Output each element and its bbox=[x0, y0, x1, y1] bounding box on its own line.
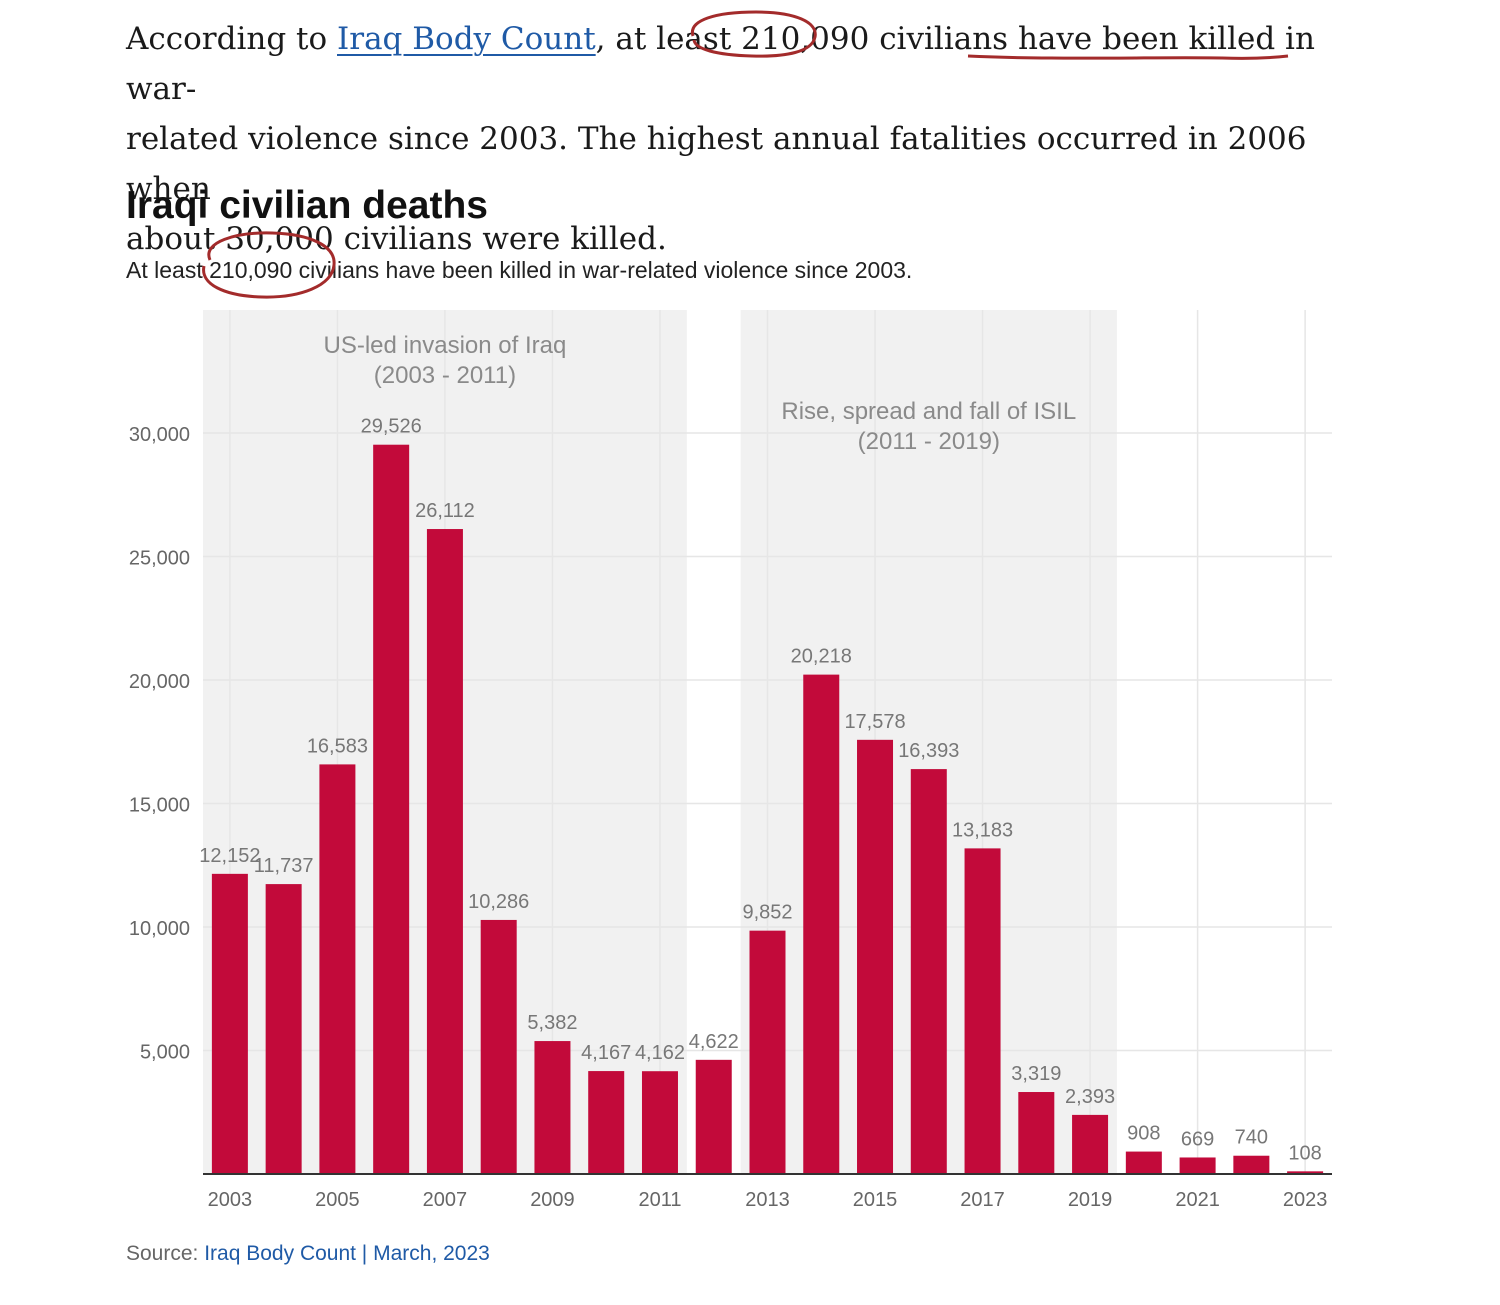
data-label-2020: 908 bbox=[1127, 1123, 1160, 1145]
bar-2006 bbox=[373, 444, 410, 1175]
bar-2011 bbox=[641, 1071, 678, 1174]
x-tick-label: 2011 bbox=[638, 1189, 681, 1211]
x-tick-label: 2007 bbox=[423, 1189, 468, 1211]
y-tick-label: 20,000 bbox=[129, 671, 190, 693]
bar-2019 bbox=[1072, 1114, 1109, 1174]
data-label-2011: 4,162 bbox=[635, 1042, 685, 1064]
article-line2: related violence since 2003. The highest… bbox=[126, 121, 1307, 207]
shaded-period-label: US-led invasion of Iraq bbox=[324, 332, 567, 359]
bar-2004 bbox=[265, 884, 302, 1174]
shaded-period-years: (2003 - 2011) bbox=[374, 362, 516, 389]
bar-2021 bbox=[1179, 1157, 1216, 1174]
x-tick-label: 2019 bbox=[1068, 1189, 1113, 1211]
shaded-period-years: (2011 - 2019) bbox=[858, 428, 1000, 455]
data-label-2012: 4,622 bbox=[689, 1031, 739, 1053]
data-label-2010: 4,167 bbox=[581, 1042, 631, 1064]
data-label-2019: 2,393 bbox=[1065, 1086, 1115, 1108]
bar-2013 bbox=[749, 930, 786, 1174]
subtitle-post: civilians have been killed in war-relate… bbox=[292, 257, 913, 283]
shaded-period-label: Rise, spread and fall of ISIL bbox=[781, 398, 1076, 425]
bar-2018 bbox=[1018, 1092, 1055, 1174]
chart-title: Iraqi civilian deaths bbox=[126, 184, 488, 227]
source-label: Source: bbox=[126, 1242, 205, 1265]
bar-2003 bbox=[211, 873, 248, 1174]
bar-2015 bbox=[857, 739, 894, 1174]
data-label-2018: 3,319 bbox=[1011, 1063, 1061, 1085]
y-tick-label: 30,000 bbox=[129, 424, 190, 446]
data-label-2023: 108 bbox=[1288, 1142, 1321, 1164]
x-tick-label: 2009 bbox=[530, 1189, 575, 1211]
y-tick-label: 10,000 bbox=[129, 918, 190, 940]
data-label-2006: 29,526 bbox=[361, 416, 422, 438]
x-tick-label: 2015 bbox=[853, 1189, 898, 1211]
chart-subtitle: At least 210,090 civilians have been kil… bbox=[126, 257, 912, 284]
data-label-2007: 26,112 bbox=[415, 500, 475, 522]
article-rest-line1: civilians have been killed in war- bbox=[126, 21, 1315, 107]
y-tick-label: 15,000 bbox=[129, 795, 190, 817]
data-label-2021: 669 bbox=[1181, 1128, 1214, 1150]
y-tick-label: 25,000 bbox=[129, 548, 190, 570]
data-label-2003: 12,152 bbox=[199, 845, 260, 867]
x-tick-label: 2017 bbox=[960, 1189, 1005, 1211]
data-label-2013: 9,852 bbox=[742, 902, 792, 924]
bar-2008 bbox=[480, 919, 517, 1174]
bar-2009 bbox=[534, 1041, 571, 1174]
subtitle-pre: At least bbox=[126, 257, 210, 283]
data-label-2004: 11,737 bbox=[254, 855, 314, 877]
chart-source: Source: Iraq Body Count | March, 2023 bbox=[126, 1242, 490, 1266]
x-tick-label: 2003 bbox=[208, 1189, 253, 1211]
y-tick-label: 5,000 bbox=[140, 1042, 190, 1064]
data-label-2014: 20,218 bbox=[791, 646, 852, 668]
bar-2007 bbox=[426, 529, 463, 1174]
data-label-2022: 740 bbox=[1235, 1127, 1268, 1149]
data-label-2016: 16,393 bbox=[898, 740, 959, 762]
data-label-2009: 5,382 bbox=[527, 1012, 577, 1034]
bar-2017 bbox=[964, 848, 1001, 1174]
x-tick-label: 2021 bbox=[1175, 1189, 1220, 1211]
x-tick-label: 2005 bbox=[315, 1189, 360, 1211]
bar-2016 bbox=[910, 769, 947, 1174]
bar-2010 bbox=[588, 1071, 625, 1174]
iraq-body-count-link[interactable]: Iraq Body Count bbox=[337, 21, 596, 57]
data-label-2008: 10,286 bbox=[468, 891, 529, 913]
data-label-2017: 13,183 bbox=[952, 819, 1013, 841]
bar-2020 bbox=[1125, 1151, 1162, 1174]
data-label-2015: 17,578 bbox=[844, 711, 905, 733]
bar-2023 bbox=[1287, 1171, 1324, 1174]
bar-2012 bbox=[695, 1059, 732, 1174]
bar-2022 bbox=[1233, 1155, 1270, 1174]
data-label-2005: 16,583 bbox=[307, 735, 368, 757]
article-intro: According to bbox=[126, 21, 337, 57]
bar-2005 bbox=[319, 764, 356, 1174]
x-tick-label: 2013 bbox=[745, 1189, 790, 1211]
bar-2014 bbox=[803, 674, 840, 1174]
x-tick-label: 2023 bbox=[1283, 1189, 1328, 1211]
source-link[interactable]: Iraq Body Count | March, 2023 bbox=[204, 1242, 490, 1265]
